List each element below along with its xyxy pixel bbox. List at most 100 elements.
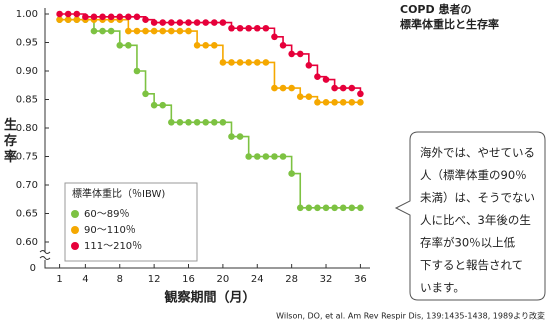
data-point xyxy=(271,84,278,92)
legend-label: 90～110％ xyxy=(84,225,136,236)
data-point xyxy=(168,119,175,126)
callout-text: 人（標準体重の90％ xyxy=(420,168,527,182)
data-point xyxy=(176,19,184,26)
data-point xyxy=(90,13,98,21)
y-tick-label: 0.75 xyxy=(16,152,38,163)
data-point xyxy=(90,27,98,35)
data-point xyxy=(159,27,167,35)
callout-box xyxy=(394,131,546,301)
data-point xyxy=(219,19,227,26)
data-point xyxy=(339,84,347,92)
data-point xyxy=(176,119,184,126)
data-point xyxy=(271,153,278,160)
x-tick-label: 32 xyxy=(320,274,333,285)
data-point xyxy=(348,99,356,106)
data-point xyxy=(279,153,287,160)
data-point xyxy=(168,27,175,35)
data-point xyxy=(339,99,347,106)
data-point xyxy=(150,19,158,26)
y-axis-label: 生存率 xyxy=(4,117,17,165)
data-point xyxy=(219,59,227,66)
data-point xyxy=(125,42,132,49)
legend-marker xyxy=(71,226,79,234)
data-point xyxy=(296,50,304,58)
data-point xyxy=(142,27,149,35)
data-point xyxy=(150,101,158,109)
data-point xyxy=(73,16,81,24)
y-tick-label: 0.70 xyxy=(16,180,38,191)
data-point xyxy=(193,19,201,26)
callout-text: 人に比べ、3年後の生 xyxy=(420,213,531,227)
data-point xyxy=(305,93,313,100)
data-point xyxy=(322,76,330,83)
data-point xyxy=(322,204,330,212)
y-tick-label: 0.90 xyxy=(16,66,38,77)
data-point xyxy=(245,24,252,32)
data-point xyxy=(245,59,252,66)
x-tick-label: 20 xyxy=(217,274,230,285)
data-point xyxy=(116,13,124,21)
legend-label: 60～89％ xyxy=(84,209,129,220)
data-point xyxy=(185,119,192,126)
data-point xyxy=(331,84,338,92)
data-point xyxy=(107,27,115,35)
data-point xyxy=(150,27,158,35)
legend-marker xyxy=(71,210,79,218)
data-point xyxy=(305,62,313,69)
data-point xyxy=(202,119,210,126)
data-point xyxy=(159,19,167,26)
data-point xyxy=(262,24,270,32)
data-point xyxy=(133,27,141,35)
axis-line xyxy=(44,8,370,269)
axis-break xyxy=(39,250,51,260)
legend-box xyxy=(64,182,198,262)
data-point xyxy=(99,27,106,35)
data-point xyxy=(288,170,295,177)
data-point xyxy=(357,99,364,106)
data-point xyxy=(202,42,210,49)
data-point xyxy=(279,84,287,92)
data-point xyxy=(193,42,201,49)
data-point xyxy=(296,204,304,212)
y-tick-label: 0.65 xyxy=(16,209,38,220)
y-tick-label: 0.95 xyxy=(16,38,38,49)
data-point xyxy=(262,153,270,160)
data-point xyxy=(107,13,115,21)
data-point xyxy=(73,10,81,18)
legend-title: 標準体重比（％IBW) xyxy=(72,187,165,200)
data-point xyxy=(357,204,364,212)
step-line xyxy=(59,13,362,94)
data-point xyxy=(228,133,235,140)
y-tick-label: 0.85 xyxy=(16,95,38,106)
step-line xyxy=(59,18,361,209)
legend-marker xyxy=(71,242,79,250)
data-point xyxy=(176,27,184,35)
x-tick-label: 16 xyxy=(182,274,195,285)
data-point xyxy=(210,19,218,26)
data-point xyxy=(296,93,304,100)
data-point xyxy=(125,13,132,21)
data-point xyxy=(142,16,149,24)
callout-text: 下すると報告されて xyxy=(420,258,523,272)
data-point xyxy=(305,204,313,212)
data-point xyxy=(219,119,227,126)
x-tick-label: 12 xyxy=(148,274,161,285)
data-point xyxy=(348,84,356,92)
data-point xyxy=(314,204,321,212)
source-note: Wilson, DO, et al. Am Rev Respir Dis, 13… xyxy=(276,311,545,321)
data-point xyxy=(193,119,201,126)
data-point xyxy=(322,99,330,106)
data-point xyxy=(133,13,141,21)
data-point xyxy=(210,42,218,49)
x-tick-label: 28 xyxy=(285,274,298,285)
data-point xyxy=(262,59,270,66)
data-point xyxy=(210,119,218,126)
data-point xyxy=(202,19,210,26)
data-point xyxy=(271,33,278,41)
x-tick-label: 1 xyxy=(56,274,62,285)
data-point xyxy=(99,13,106,21)
x-tick-label: 8 xyxy=(117,274,123,285)
data-point xyxy=(228,24,235,32)
data-point xyxy=(116,42,124,49)
